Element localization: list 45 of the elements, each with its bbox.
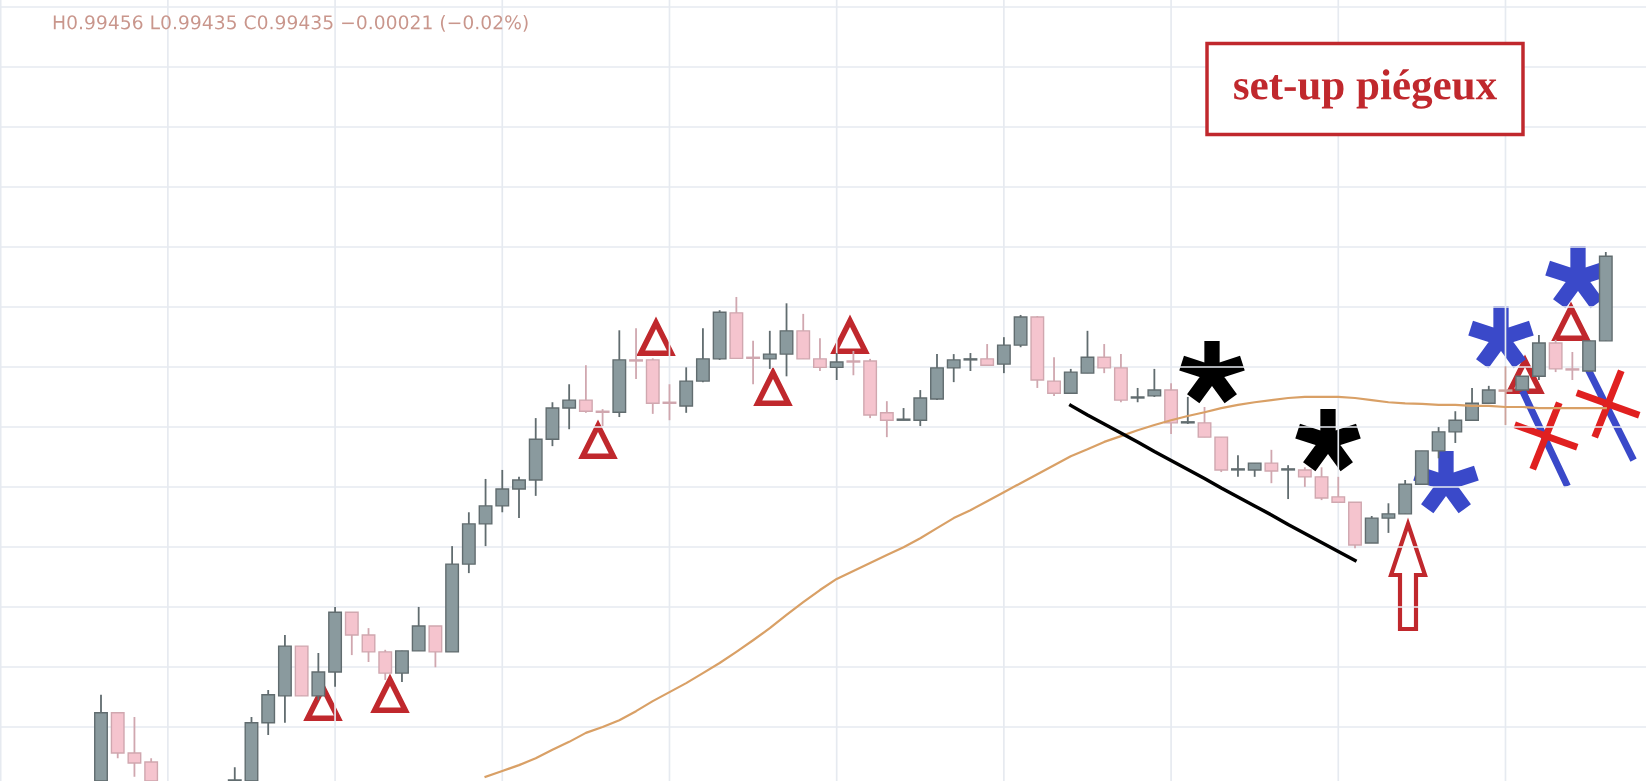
candlestick (578, 364, 593, 414)
candlestick (829, 352, 844, 381)
candlestick (980, 343, 995, 367)
candlestick (311, 652, 326, 701)
candlestick (1147, 368, 1162, 398)
candlestick (495, 469, 510, 514)
candlestick (913, 389, 928, 427)
candlestick (127, 716, 142, 778)
candlestick (846, 350, 861, 377)
candlestick (562, 383, 577, 431)
candlestick (478, 478, 493, 548)
candlestick (629, 327, 644, 380)
candlestick (812, 337, 827, 372)
candlestick (1047, 356, 1062, 397)
chart-title: set-up piégeux (1234, 69, 1497, 109)
candlestick (394, 649, 409, 683)
candlestick (361, 627, 376, 663)
candlestick (1080, 329, 1095, 375)
candlestick (344, 611, 359, 657)
candlestick (1197, 406, 1212, 439)
candlestick (779, 302, 794, 378)
candlestick (512, 475, 526, 519)
candlestick (227, 766, 242, 781)
candlestick (1297, 466, 1312, 488)
candlestick (1314, 466, 1329, 502)
candlestick (1565, 351, 1580, 381)
candlestick (996, 336, 1011, 375)
candlestick (762, 329, 777, 370)
candlestick (1230, 454, 1245, 478)
candlestick (378, 648, 393, 681)
candlestick (144, 757, 159, 781)
candlestick (1180, 396, 1195, 425)
candlestick (1281, 464, 1296, 500)
candlestick (1381, 502, 1396, 534)
candlestick (946, 353, 961, 384)
candlestick (879, 400, 894, 439)
text: H0.99456 L0.99435 C0.99435 −0.00021 (−0.02%) (53, 14, 528, 32)
candlestick (1264, 448, 1279, 485)
candlestick (1431, 426, 1446, 460)
candlestick (1448, 410, 1463, 444)
candlestick (1498, 365, 1513, 426)
candlestick (695, 327, 710, 384)
candlestick (1063, 368, 1078, 395)
candlestick (1331, 475, 1346, 504)
candlestick (1097, 343, 1112, 375)
